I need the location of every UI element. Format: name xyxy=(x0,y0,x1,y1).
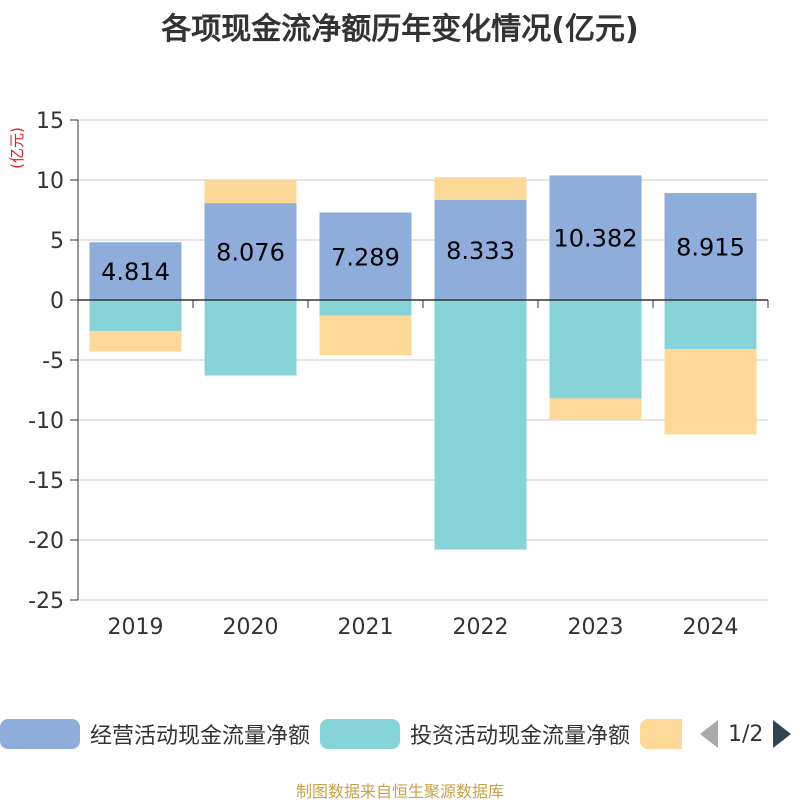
bar-investing-2021 xyxy=(319,300,412,316)
bar-financing-2019 xyxy=(89,331,182,352)
y-tick-label: 5 xyxy=(50,229,64,254)
bar-financing-2021 xyxy=(319,315,412,356)
bar-investing-2020 xyxy=(204,300,297,376)
legend-swatch-financing xyxy=(640,719,682,749)
bar-investing-2023 xyxy=(549,300,642,399)
y-tick-label: 15 xyxy=(36,109,64,134)
bar-investing-2024 xyxy=(664,300,757,350)
legend-label-operating: 经营活动现金流量净额 xyxy=(90,724,311,749)
bar-operating-2020 xyxy=(204,203,297,300)
chart-title: 各项现金流净额历年变化情况(亿元) xyxy=(161,12,639,47)
x-tick-label: 2023 xyxy=(568,615,624,640)
data-label-2024: 8.915 xyxy=(676,234,745,262)
y-tick-label: -20 xyxy=(28,529,64,554)
x-tick-label: 2020 xyxy=(223,615,279,640)
legend-swatch-operating xyxy=(0,719,80,749)
x-tick-label: 2024 xyxy=(683,615,739,640)
legend-item-operating[interactable]: 经营活动现金流量净额 xyxy=(0,716,310,752)
chart-plot: 15 10 5 0 -5 -10 -15 -20 -25 (亿元) 4.814 8.076 7.289 8… xyxy=(8,109,769,640)
legend-item-investing[interactable]: 投资活动现金流量净额 xyxy=(320,716,630,752)
y-tick-label: -5 xyxy=(42,349,64,374)
legend: 经营活动现金流量净额 投资活动现金流量净额 1/2 xyxy=(0,716,800,756)
bar-operating-2021 xyxy=(319,212,412,300)
bar-financing-2022 xyxy=(434,177,527,201)
source-note: 制图数据来自恒生聚源数据库 xyxy=(295,782,504,801)
data-label-2022: 8.333 xyxy=(446,237,515,265)
x-tick-label: 2021 xyxy=(338,615,394,640)
legend-prev-page-icon[interactable] xyxy=(700,720,718,748)
bar-investing-2019 xyxy=(89,300,182,332)
bar-financing-2023 xyxy=(549,398,642,420)
y-axis-unit-label: (亿元) xyxy=(8,127,26,169)
x-tick-label: 2022 xyxy=(453,615,509,640)
legend-label-investing: 投资活动现金流量净额 xyxy=(410,724,631,749)
bar-financing-2024 xyxy=(664,349,757,435)
legend-page-indicator: 1/2 xyxy=(728,721,764,747)
legend-next-page-icon[interactable] xyxy=(773,720,792,748)
bar-operating-2024 xyxy=(664,193,757,300)
y-tick-label: 0 xyxy=(50,289,64,314)
y-tick-label: 10 xyxy=(36,169,64,194)
y-tick-label: -25 xyxy=(28,589,64,614)
bar-operating-2023 xyxy=(549,175,642,300)
legend-swatch-investing xyxy=(320,719,400,749)
data-label-2020: 8.076 xyxy=(216,239,285,267)
legend-item-financing[interactable] xyxy=(640,716,682,752)
x-tick-label: 2019 xyxy=(108,615,164,640)
y-tick-label: -10 xyxy=(28,409,64,434)
bar-operating-2022 xyxy=(434,200,527,300)
legend-pager: 1/2 xyxy=(700,716,792,752)
bar-investing-2022 xyxy=(434,300,527,550)
y-tick-label: -15 xyxy=(28,469,64,494)
bar-operating-2019 xyxy=(89,242,182,300)
data-label-2019: 4.814 xyxy=(101,258,170,286)
bar-financing-2020 xyxy=(204,180,297,204)
data-label-2021: 7.289 xyxy=(331,243,400,271)
data-label-2023: 10.382 xyxy=(554,225,638,253)
